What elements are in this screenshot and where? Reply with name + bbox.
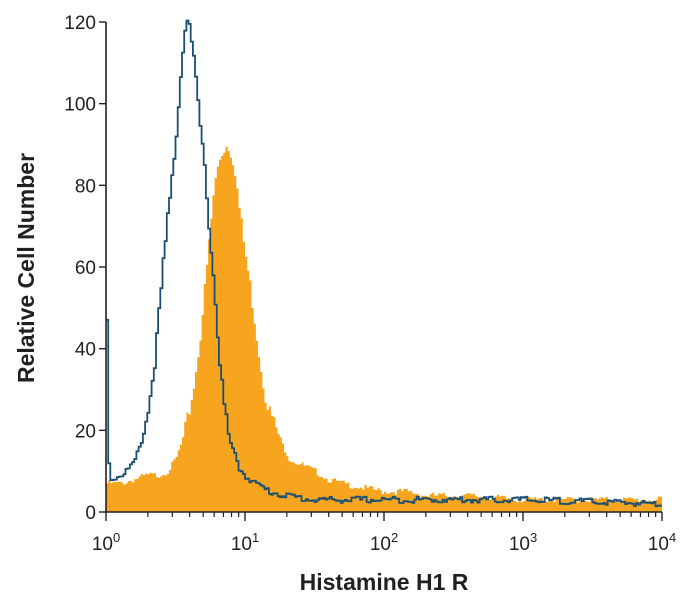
histogram-outline-series — [106, 19, 662, 508]
x-tick-label: 104 — [648, 530, 676, 555]
y-tick-label: 0 — [85, 503, 96, 524]
y-tick-label: 100 — [64, 95, 96, 116]
x-tick-label: 103 — [509, 530, 537, 555]
y-tick-label: 40 — [75, 340, 96, 361]
plot-series — [106, 19, 662, 512]
y-tick-label: 20 — [75, 421, 96, 442]
y-axis-title: Relative Cell Number — [13, 153, 39, 383]
x-tick-label: 101 — [231, 530, 259, 555]
x-axis-title: Histamine H1 R — [300, 569, 469, 595]
histogram-filled-series — [106, 146, 662, 512]
y-tick-label: 60 — [75, 258, 96, 279]
x-tick-label: 102 — [370, 530, 398, 555]
x-tick-label: 100 — [92, 530, 120, 555]
y-tick-label: 120 — [64, 13, 96, 34]
x-ticks: 100 101 102 103 104 — [92, 512, 676, 555]
y-tick-label: 80 — [75, 176, 96, 197]
y-ticks: 0 20 40 60 80 100 120 — [64, 13, 106, 524]
